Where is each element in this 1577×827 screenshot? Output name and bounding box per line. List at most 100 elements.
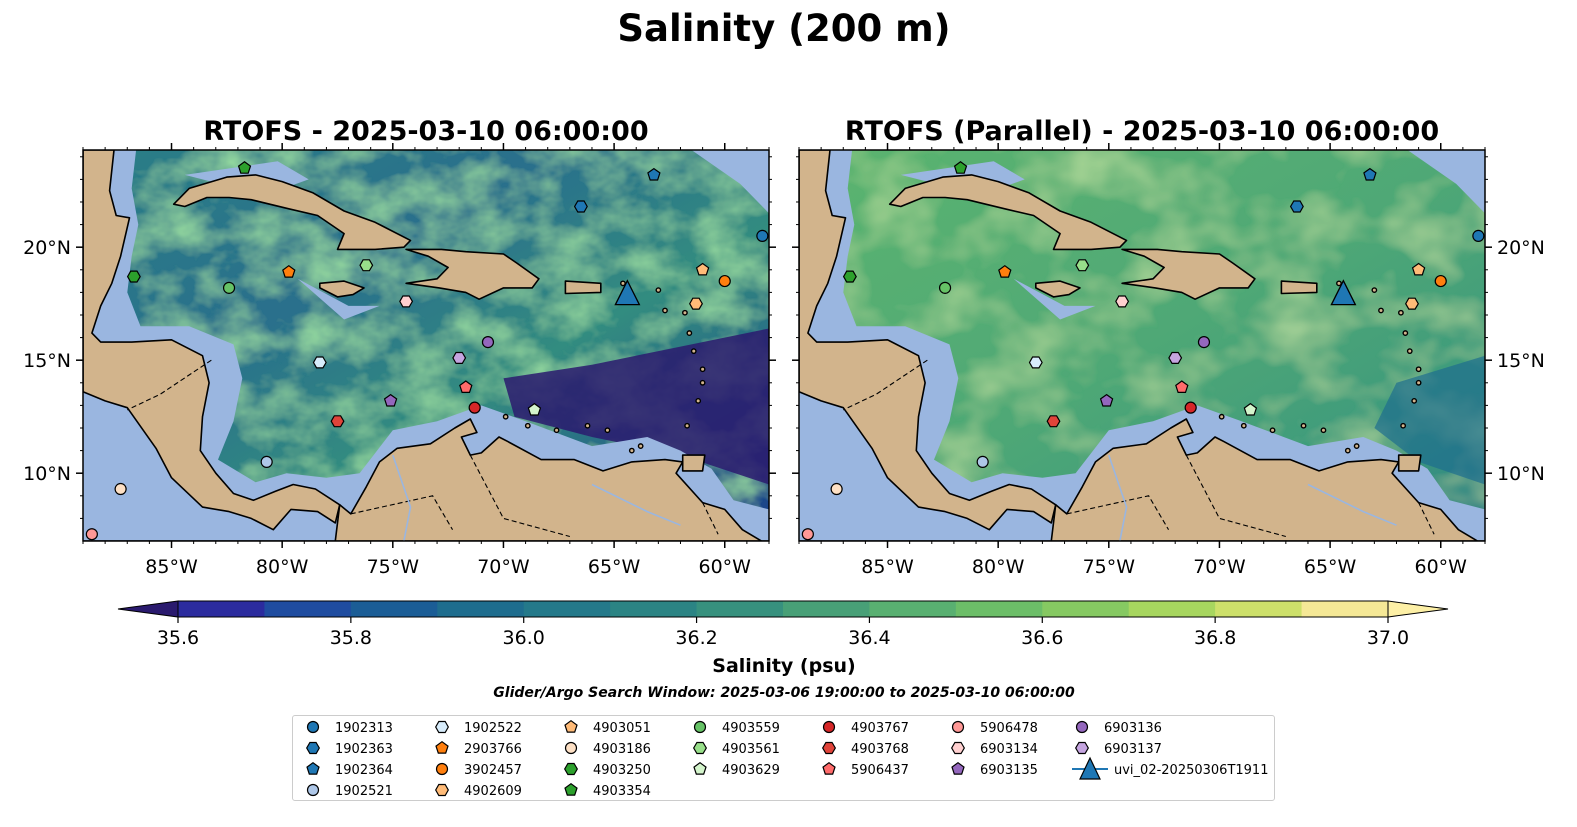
landmass: [405, 248, 540, 300]
float-marker: [527, 402, 542, 416]
float-marker: [481, 336, 495, 349]
float-marker: [282, 264, 296, 278]
legend-marker: [564, 762, 578, 776]
legend-label: 6903136: [1104, 721, 1162, 736]
legend-label: 6903135: [980, 763, 1038, 778]
border-line: [843, 359, 928, 411]
island: [1353, 443, 1360, 449]
float-legend: 1902313 1902363 1902364 1902521 1902522 29037…: [292, 715, 1275, 801]
island: [502, 413, 509, 420]
border-line: [1418, 502, 1435, 535]
glider-marker: [614, 279, 641, 306]
float-marker: [842, 270, 857, 283]
legend-label: 4903354: [593, 784, 651, 799]
shelf-area: [1407, 150, 1485, 214]
legend-marker: [693, 720, 707, 734]
float-marker: [830, 482, 843, 496]
island: [1218, 413, 1225, 420]
float-marker: [359, 259, 374, 272]
landmass: [564, 280, 602, 295]
legend-marker: [1075, 720, 1089, 734]
float-marker: [1472, 229, 1485, 242]
border-line: [702, 502, 719, 535]
x-tick-label: 70°W: [1193, 556, 1246, 578]
float-marker: [114, 482, 127, 496]
colorbar-tick-label: 36.4: [848, 627, 890, 649]
y-tick-label: 10°N: [1497, 463, 1545, 485]
island: [682, 309, 688, 316]
island: [1400, 422, 1407, 429]
island: [628, 447, 635, 454]
panel-title: RTOFS (Parallel) - 2025-03-10 06:00:00: [845, 116, 1439, 147]
legend-label: 5906437: [851, 763, 909, 778]
legend-marker: [1079, 756, 1101, 780]
x-tick-label: 60°W: [1415, 556, 1468, 578]
landmass: [1280, 280, 1318, 295]
x-tick-label: 85°W: [861, 556, 914, 578]
float-marker: [468, 401, 481, 414]
colorbar-tick-label: 36.2: [675, 627, 717, 649]
float-marker: [1099, 393, 1114, 407]
x-tick-label: 65°W: [1304, 556, 1357, 578]
legend-marker: [822, 720, 836, 734]
y-tick-label: 20°N: [23, 237, 71, 259]
float-marker: [399, 295, 414, 308]
colorbar-tick-label: 35.8: [330, 627, 372, 649]
map-panel-rtofs-parallel: RTOFS (Parallel) - 2025-03-10 06:00:00 85…: [792, 116, 1545, 578]
river: [591, 483, 681, 526]
legend-label: 4903186: [593, 742, 651, 757]
float-marker: [976, 455, 989, 468]
island: [686, 330, 693, 336]
legend-label: 4903250: [593, 763, 651, 778]
legend-entries: 1902313 1902363 1902364 1902521 1902522 29037…: [306, 719, 1268, 799]
colorbar-segment: [350, 601, 438, 617]
float-marker: [1168, 351, 1183, 364]
x-tick-label: 80°W: [972, 556, 1025, 578]
river: [1108, 454, 1128, 541]
landmass: [799, 418, 1485, 541]
float-marker: [1411, 262, 1426, 276]
island: [1371, 287, 1378, 294]
map-frame: [82, 149, 770, 542]
float-marker: [1028, 356, 1043, 369]
legend-marker: [435, 740, 449, 754]
border-line: [350, 495, 454, 530]
shelf-area: [1013, 278, 1096, 320]
island: [604, 427, 611, 434]
y-tick-label: 15°N: [1497, 350, 1545, 372]
legend-label: 5906478: [980, 721, 1038, 736]
colorbar-segment: [1215, 601, 1303, 617]
colorbar-segment: [1301, 601, 1389, 617]
legend-label: 4903629: [722, 763, 780, 778]
x-tick-label: 80°W: [256, 556, 309, 578]
float-marker: [1434, 274, 1447, 288]
legend-marker: [306, 741, 320, 755]
legend-marker: [435, 762, 449, 776]
landmass: [1397, 454, 1422, 472]
legend-label: 6903137: [1104, 742, 1162, 757]
island: [662, 307, 668, 314]
colorbar-segment: [1128, 601, 1216, 617]
island: [1269, 427, 1276, 434]
landmass: [888, 174, 1128, 251]
y-tick-label: 20°N: [1497, 237, 1545, 259]
island: [1411, 397, 1418, 404]
legend-marker: [822, 741, 836, 755]
colorbar-tick-label: 35.6: [157, 627, 199, 649]
island: [690, 348, 697, 355]
map-frame: [798, 149, 1486, 542]
float-marker: [756, 229, 769, 242]
colorbar-segment: [869, 601, 957, 617]
panel-title: RTOFS - 2025-03-10 06:00:00: [203, 116, 648, 147]
colorbar-segment: [783, 601, 870, 617]
shelf-area: [297, 278, 380, 320]
float-marker: [938, 281, 952, 294]
colorbar-segment: [955, 601, 1043, 617]
legend-marker: [306, 761, 320, 775]
island: [620, 280, 626, 287]
float-marker: [237, 161, 252, 174]
island: [684, 422, 691, 429]
legend-label: 3902457: [464, 763, 522, 778]
landmass: [83, 418, 769, 541]
